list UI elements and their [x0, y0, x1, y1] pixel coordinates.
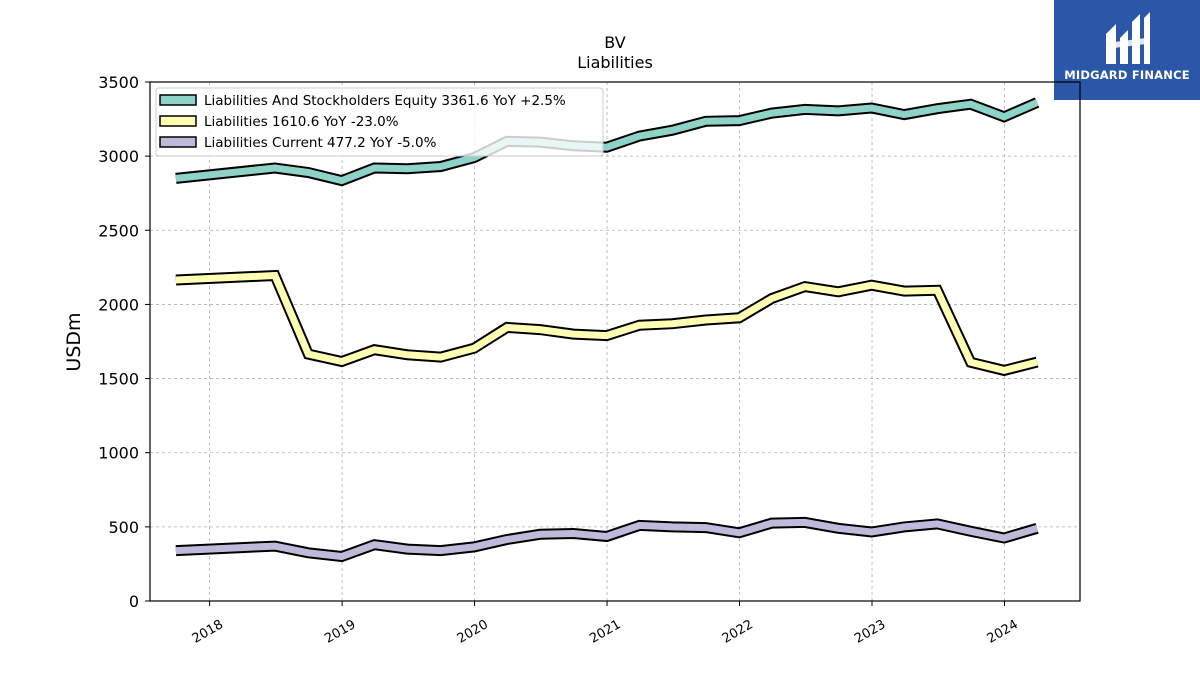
series-layer [175, 97, 1040, 563]
x-axis: 2018 2019 2020 2021 2022 2023 2024 [190, 601, 1021, 647]
legend-swatch [159, 136, 197, 148]
chart-subtitle: Liabilities [577, 53, 653, 72]
y-axis-label: USDm [63, 312, 85, 371]
y-axis: 0 500 1000 1500 2000 2500 3000 3500 [98, 73, 150, 611]
legend-label: Liabilities 1610.6 YoY -23.0% [204, 114, 399, 130]
series-1 [175, 269, 1039, 377]
legend-swatch [159, 115, 197, 127]
y-tick-label: 2000 [98, 295, 139, 314]
y-tick-label: 500 [108, 518, 139, 537]
x-tick-label: 2020 [455, 617, 491, 647]
x-tick-label: 2021 [587, 617, 623, 647]
x-tick-label: 2023 [852, 617, 888, 647]
y-tick-label: 3000 [98, 147, 139, 166]
x-tick-label: 2022 [720, 617, 756, 647]
series-line [175, 271, 1038, 375]
series-line [175, 518, 1039, 561]
series-2 [175, 516, 1039, 563]
legend: Liabilities And Stockholders Equity 3361… [155, 87, 604, 157]
y-tick-label: 3500 [98, 73, 139, 92]
midgard-finance-logo-icon [1106, 12, 1150, 64]
series-0 [175, 97, 1040, 187]
legend-label: Liabilities Current 477.2 YoY -5.0% [204, 135, 437, 151]
series-line [175, 99, 1039, 185]
y-tick-label: 2500 [98, 221, 139, 240]
brand-logo: MIDGARD FINANCE [1054, 0, 1200, 100]
plot-frame [149, 81, 1081, 602]
x-tick-label: 2019 [322, 617, 358, 647]
legend-box [155, 87, 604, 157]
legend-label: Liabilities And Stockholders Equity 3361… [204, 93, 566, 109]
brand-name: MIDGARD FINANCE [1064, 68, 1190, 82]
y-tick-label: 1500 [98, 370, 139, 389]
x-tick-label: 2024 [985, 617, 1021, 647]
x-tick-label: 2018 [190, 617, 226, 647]
chart-title: BV [604, 33, 625, 52]
y-tick-label: 0 [129, 592, 139, 611]
y-tick-label: 1000 [98, 444, 139, 463]
legend-swatch [159, 94, 197, 106]
